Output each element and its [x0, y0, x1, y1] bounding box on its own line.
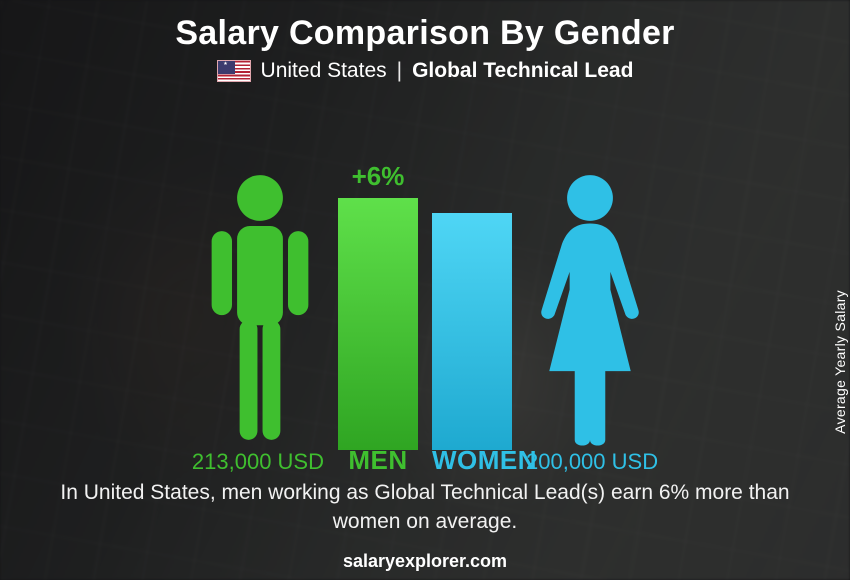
- subtitle-job: Global Technical Lead: [412, 59, 633, 83]
- subtitle-separator: |: [397, 59, 402, 83]
- subtitle-row: United States | Global Technical Lead: [0, 59, 850, 83]
- summary-text: In United States, men working as Global …: [40, 479, 810, 536]
- labels-row: 213,000 USD MEN WOMEN 200,000 USD: [0, 445, 850, 476]
- us-flag-icon: [217, 60, 251, 82]
- women-bar: [432, 213, 512, 450]
- men-salary-value: 213,000 USD: [192, 449, 324, 475]
- men-bar: [338, 198, 418, 450]
- chart-area: +6%: [0, 96, 850, 450]
- content-root: Salary Comparison By Gender United State…: [0, 0, 850, 580]
- male-figure-icon: [196, 170, 324, 450]
- footer-source: salaryexplorer.com: [0, 551, 850, 572]
- y-axis-label: Average Yearly Salary: [832, 290, 848, 434]
- women-salary-value: 200,000 USD: [526, 449, 658, 475]
- page-title: Salary Comparison By Gender: [0, 0, 850, 53]
- subtitle-country: United States: [261, 59, 387, 83]
- women-bar-wrap: [432, 150, 512, 450]
- men-label: MEN: [338, 445, 418, 476]
- men-bar-wrap: +6%: [338, 150, 418, 450]
- female-figure-icon: [526, 170, 654, 450]
- women-label: WOMEN: [432, 445, 512, 476]
- pct-diff-label: +6%: [352, 161, 405, 192]
